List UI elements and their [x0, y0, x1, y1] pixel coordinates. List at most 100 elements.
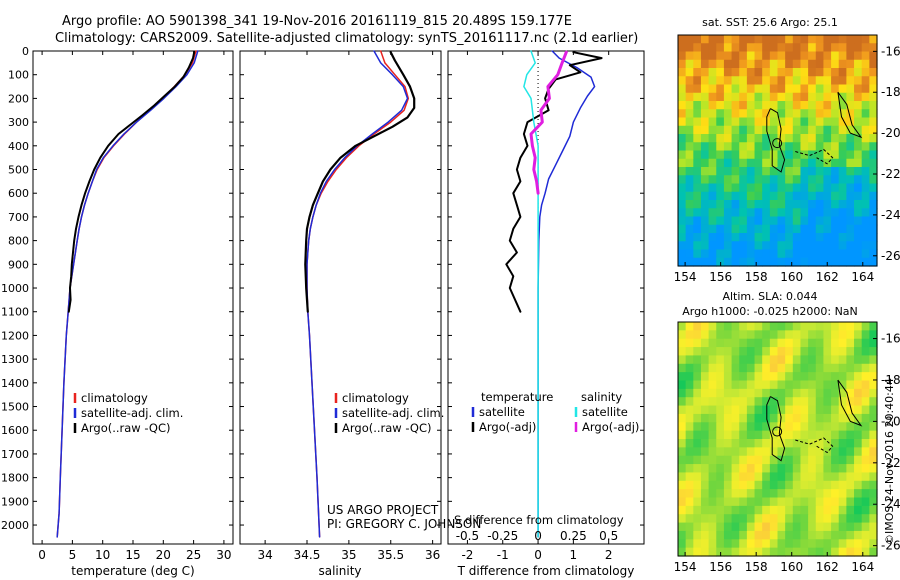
- map1-cell: [800, 216, 809, 226]
- map1-cell: [739, 216, 748, 226]
- map1-cell: [800, 35, 809, 44]
- map2-cell: [700, 338, 710, 348]
- map1-cell: [854, 35, 863, 44]
- map1-cell: [731, 125, 740, 135]
- map2-cell: [700, 455, 710, 465]
- map2-cell: [723, 530, 733, 540]
- map1-cell: [792, 59, 802, 69]
- map1-cell: [846, 167, 855, 176]
- map2-cell: [700, 530, 710, 540]
- map2-cell: [762, 347, 771, 357]
- map2-cell: [792, 530, 802, 540]
- map1-cell: [792, 150, 802, 160]
- map1-cell: [815, 158, 825, 168]
- map2-cell: [762, 480, 771, 490]
- map2-cell: [861, 397, 870, 407]
- map2-cell: [716, 489, 725, 499]
- map2-cell: [739, 539, 748, 549]
- map2-cell: [854, 439, 863, 448]
- map1-cell: [846, 249, 855, 259]
- map1-cell: [723, 43, 733, 53]
- map1-cell: [838, 191, 847, 201]
- map1-cell: [831, 158, 840, 168]
- map2-cell: [685, 522, 694, 532]
- map1-cell: [678, 241, 687, 251]
- map1-cell: [800, 101, 809, 110]
- map2-cell: [678, 355, 687, 365]
- map2-cell: [723, 405, 733, 415]
- map1-cell: [808, 158, 817, 168]
- map2-cell: [693, 405, 702, 415]
- map2-cell: [823, 388, 832, 398]
- map1-cell: [869, 142, 878, 152]
- map2-cell: [792, 338, 802, 348]
- map2-cell: [800, 422, 809, 432]
- map1-cell: [685, 134, 694, 143]
- map2-frame: [677, 321, 878, 557]
- map2-cell: [769, 489, 779, 499]
- map2-cell: [723, 514, 733, 524]
- map2-cell: [678, 388, 687, 398]
- map1-cell: [823, 249, 832, 259]
- map1-xtick-label: 158: [745, 270, 768, 284]
- map1-cell: [785, 125, 794, 135]
- map2-cell: [869, 388, 878, 398]
- map2-cell: [716, 505, 725, 515]
- map1-cell: [731, 92, 740, 102]
- temp-ytick-label: 1400: [1, 377, 29, 390]
- map1-ytick-label: -20: [881, 126, 900, 140]
- map2-cell: [777, 363, 786, 373]
- map2-cell: [854, 422, 863, 432]
- map1-cell: [831, 59, 840, 69]
- map2-cell: [869, 514, 878, 524]
- map2-cell: [739, 464, 748, 474]
- map2-cell: [716, 439, 725, 448]
- map1-cell: [861, 51, 870, 61]
- map2-cell: [762, 422, 771, 432]
- map1-cell: [777, 117, 786, 127]
- map2-ytick-label: -16: [881, 332, 900, 346]
- map1-cell: [861, 249, 870, 259]
- map1-cell: [846, 68, 855, 77]
- map1-cell: [838, 101, 847, 110]
- diff-frame: [447, 50, 645, 545]
- map2-cell: [769, 355, 779, 365]
- map2-cell: [716, 347, 725, 357]
- map1-cell: [762, 35, 771, 44]
- map1-cell: [693, 134, 702, 143]
- map1-cell: [685, 68, 694, 77]
- map1-cell: [785, 76, 794, 86]
- map2-cell: [723, 388, 733, 398]
- map2-cell: [731, 355, 740, 365]
- map2-cell: [678, 380, 687, 390]
- map1-cell: [678, 257, 687, 267]
- map1-cell: [831, 175, 840, 185]
- map1-cell: [693, 158, 702, 168]
- map1-cell: [700, 35, 710, 44]
- map1-cell: [808, 257, 817, 267]
- map1-cell: [731, 59, 740, 69]
- temp-ytick-label: 1500: [1, 401, 29, 414]
- map1-cell: [861, 59, 870, 69]
- map1-cell: [716, 35, 725, 44]
- map1-cell: [854, 191, 863, 201]
- map2-cell: [815, 547, 825, 557]
- map2-cell: [746, 464, 756, 474]
- map2-cell: [693, 439, 702, 448]
- map2-cell: [854, 539, 863, 549]
- map1-cell: [815, 92, 825, 102]
- map2-cell: [739, 530, 748, 540]
- map1-cell: [731, 233, 740, 242]
- map1-cell: [700, 117, 710, 127]
- map2-ytick-label: -22: [881, 456, 900, 470]
- map1-cell: [708, 249, 717, 259]
- map1-cell: [846, 142, 855, 152]
- map1-cell: [769, 150, 779, 160]
- map2-cell: [685, 347, 694, 357]
- map1-cell: [808, 233, 817, 242]
- map1-cell: [815, 175, 825, 185]
- map1-cell: [846, 183, 855, 193]
- map2-cell: [831, 430, 840, 440]
- map1-cell: [739, 150, 748, 160]
- map2-cell: [815, 388, 825, 398]
